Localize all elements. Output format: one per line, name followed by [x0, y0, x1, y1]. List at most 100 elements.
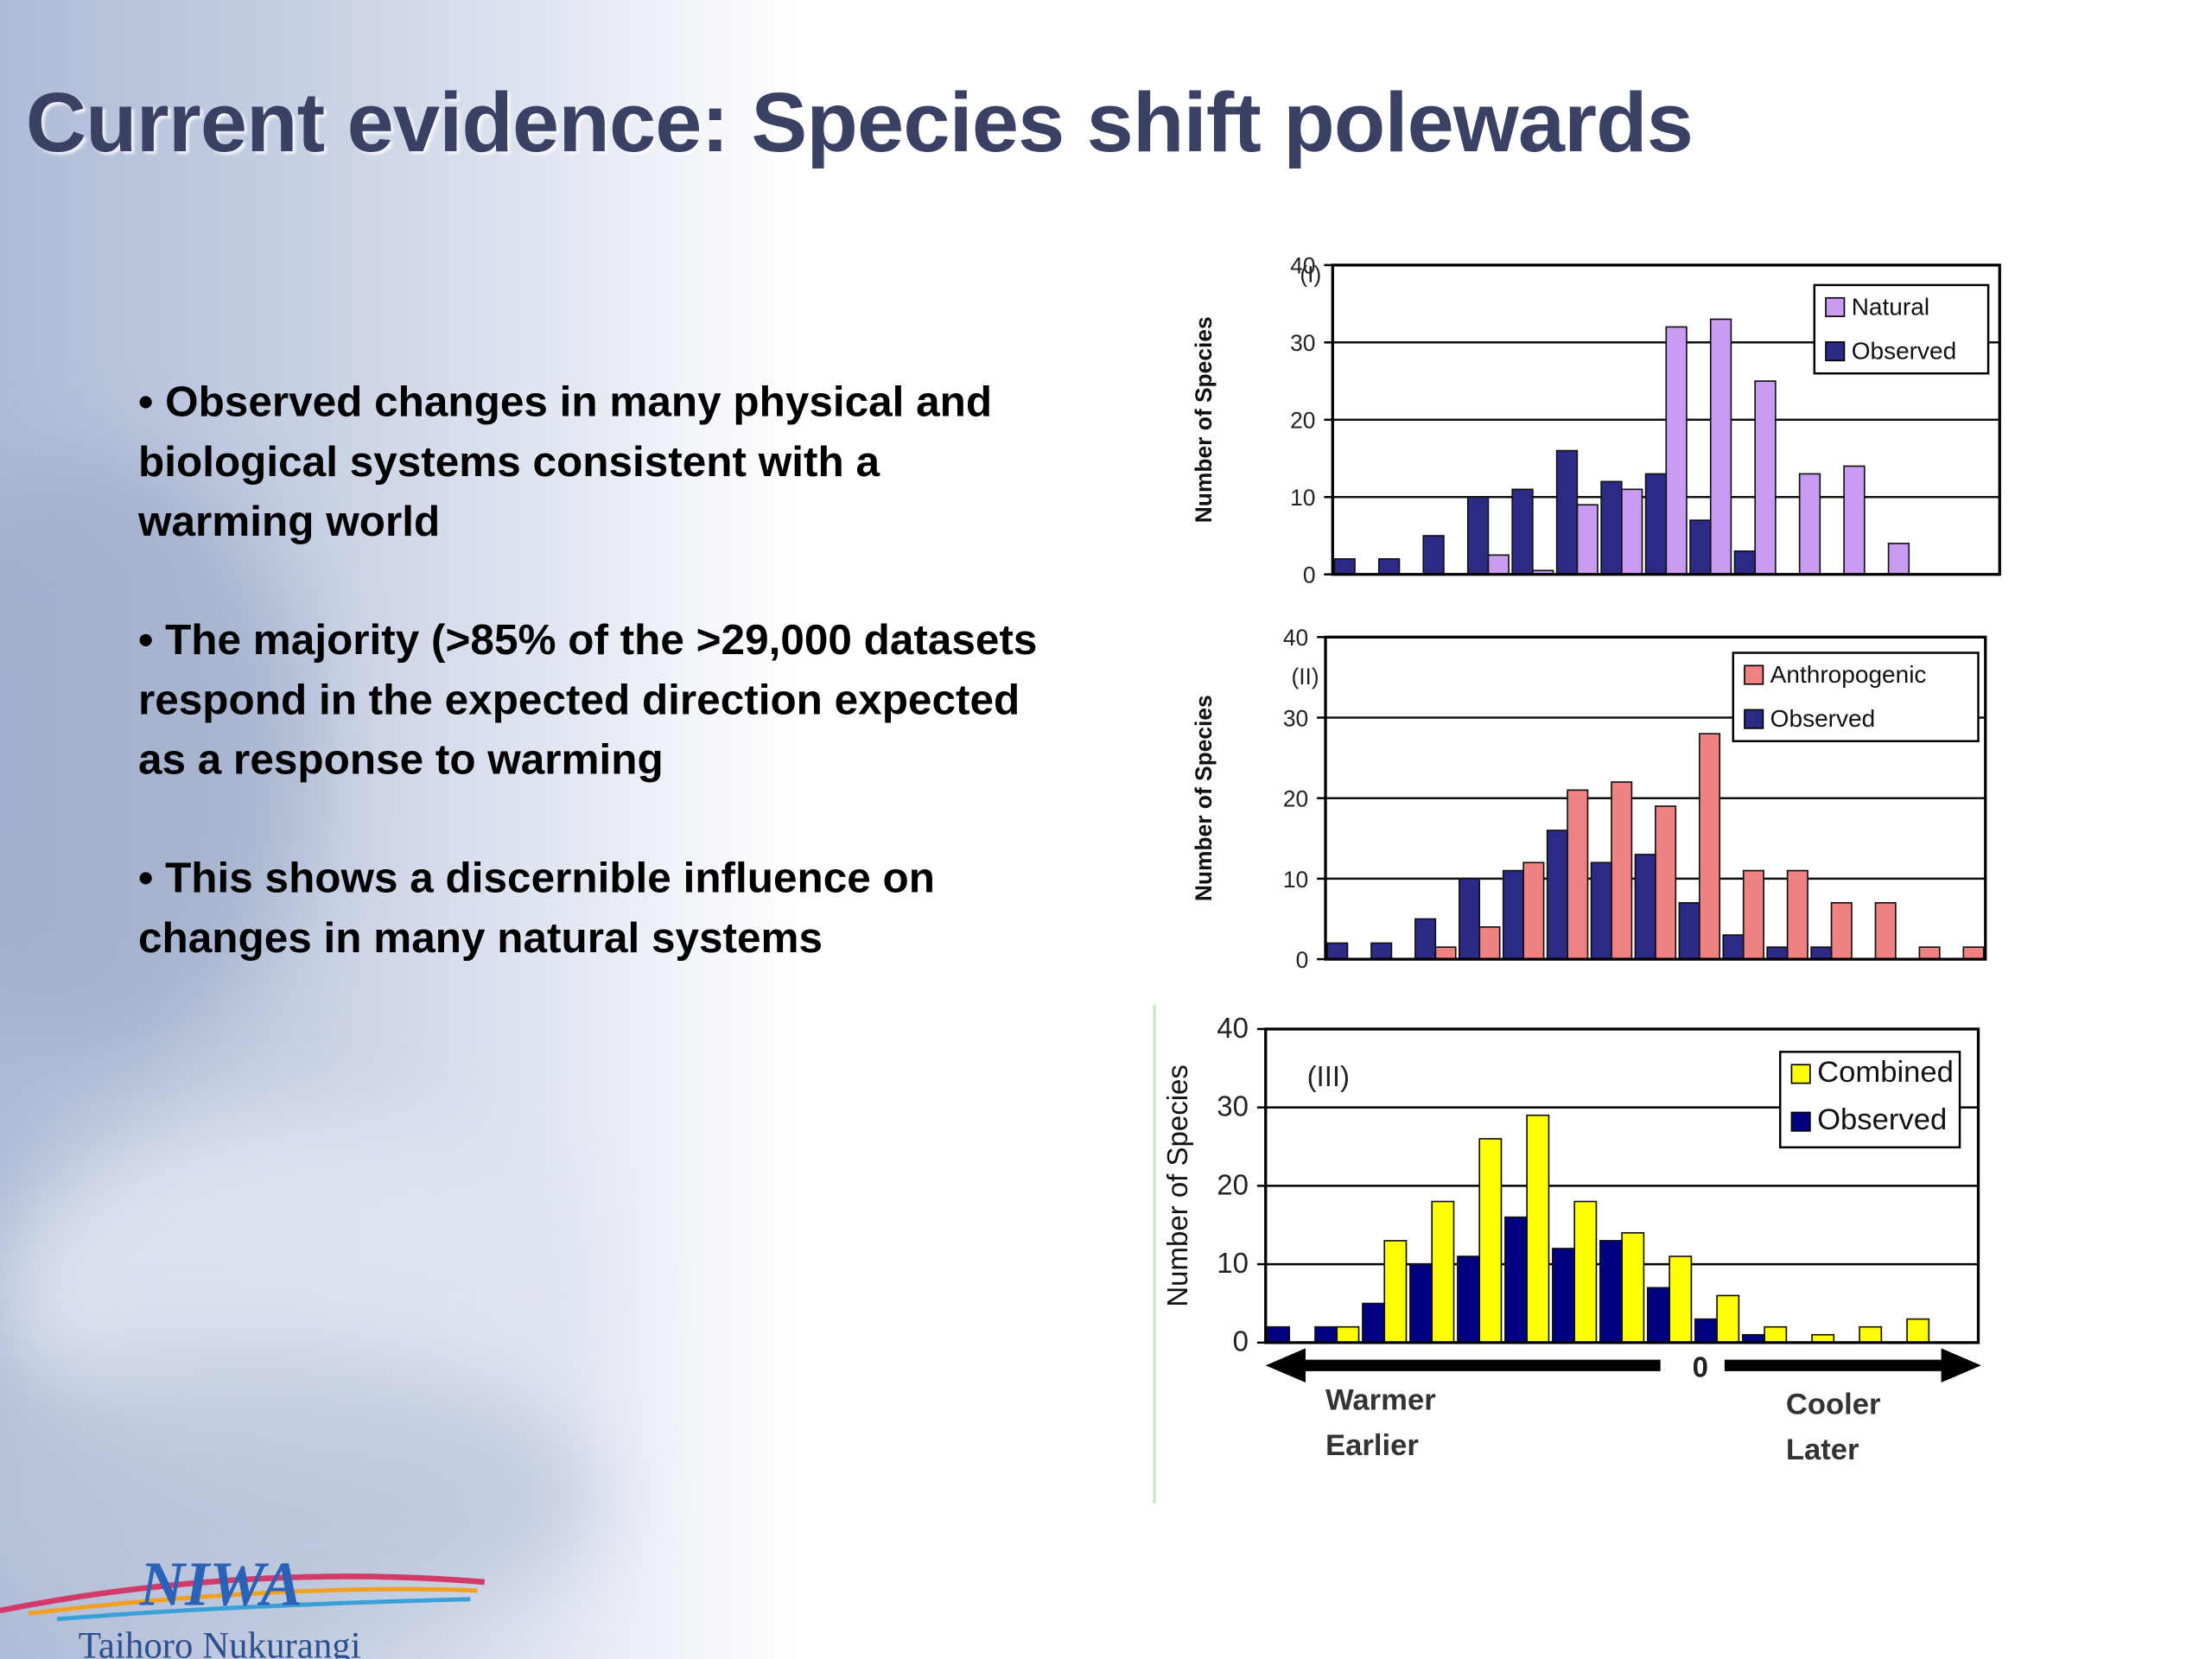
bar: [1552, 1248, 1575, 1344]
bar: [1576, 504, 1599, 575]
y-tick-label: 0: [1233, 1325, 1249, 1357]
legend-swatch: [1744, 709, 1764, 729]
logo-subtitle: Taihoro Nukurangi: [78, 1624, 361, 1659]
bar: [1698, 733, 1721, 960]
logo-swoosh: [0, 1573, 486, 1614]
panel-label: (II): [1291, 664, 1319, 690]
bullet-list: • Observed changes in many physical and …: [138, 373, 1051, 1027]
bar: [1709, 318, 1732, 575]
y-tick-label: 20: [1290, 408, 1315, 434]
legend-swatch: [1790, 1064, 1811, 1084]
y-tick-label: 30: [1217, 1090, 1249, 1122]
legend-label: Observed: [1770, 705, 1876, 732]
y-tick-label: 40: [1217, 1012, 1249, 1044]
bar: [1887, 543, 1910, 575]
y-tick-label: 10: [1217, 1247, 1249, 1279]
legend-swatch: [1825, 296, 1846, 318]
bar: [1522, 861, 1545, 960]
panel-label: (I): [1300, 262, 1321, 288]
direction-label: Later: [1786, 1433, 1859, 1466]
bar: [1573, 1200, 1598, 1344]
bar: [1874, 902, 1897, 960]
bar: [1644, 473, 1668, 575]
bar: [1669, 1255, 1693, 1344]
bar: [1326, 942, 1349, 960]
logo-swoosh: [28, 1586, 478, 1616]
bar: [1434, 946, 1457, 960]
bar: [1431, 1200, 1455, 1344]
legend-swatch: [1825, 341, 1846, 362]
bullet: • This shows a discernible influence on …: [138, 855, 936, 963]
bar: [1511, 488, 1534, 575]
bar: [1621, 1231, 1645, 1344]
bar: [1611, 781, 1633, 960]
bar: [1764, 1325, 1788, 1344]
bar: [1646, 1287, 1670, 1344]
bar: [1466, 496, 1490, 575]
panel-label: (III): [1307, 1060, 1350, 1092]
bar: [1502, 869, 1524, 960]
y-tick-label: 0: [1296, 947, 1309, 973]
bar: [1457, 1255, 1481, 1344]
bullet: • Observed changes in many physical and …: [138, 378, 993, 546]
bar: [1810, 946, 1833, 960]
legend-swatch: [1744, 664, 1764, 685]
bar: [1409, 1263, 1433, 1344]
bar: [1665, 326, 1688, 575]
y-tick-label: 20: [1283, 786, 1308, 812]
plot-frame: [1331, 264, 2001, 576]
bar: [1370, 942, 1393, 960]
bar: [1383, 1240, 1408, 1344]
bar: [1422, 535, 1445, 575]
bar: [1786, 869, 1808, 960]
bar: [1689, 519, 1712, 575]
bar: [1599, 1240, 1623, 1344]
bar: [1716, 1294, 1740, 1344]
bar: [1526, 1114, 1550, 1344]
bar: [1267, 1325, 1291, 1344]
y-tick-label: 0: [1303, 563, 1316, 588]
plot-frame: [1264, 1027, 1980, 1344]
y-tick-label: 10: [1283, 867, 1308, 893]
legend-label: Natural: [1852, 294, 1929, 321]
bar: [1733, 550, 1757, 575]
bar: [1694, 1318, 1718, 1344]
zero-label: 0: [1693, 1351, 1708, 1382]
bar: [1962, 946, 1985, 960]
y-axis-label: Number of Species: [1191, 695, 1217, 901]
bar: [1843, 465, 1866, 575]
slide-title: Current evidence: Species shift poleward…: [25, 75, 1694, 170]
bar: [1634, 854, 1656, 960]
y-tick-label: 40: [1283, 625, 1308, 651]
direction-label: Warmer: [1325, 1383, 1436, 1416]
legend-label: Anthropogenic: [1770, 661, 1927, 688]
bar: [1362, 1302, 1386, 1344]
bar: [1590, 861, 1612, 960]
bar: [1754, 380, 1777, 575]
y-tick-label: 30: [1290, 330, 1315, 356]
bar: [1478, 1138, 1503, 1344]
direction-label: Cooler: [1786, 1388, 1881, 1421]
bar: [1314, 1325, 1338, 1344]
bar: [1555, 449, 1579, 575]
bar: [1620, 488, 1643, 575]
y-tick-label: 10: [1290, 485, 1315, 511]
bar: [1546, 830, 1568, 960]
bar: [1504, 1216, 1528, 1344]
bar: [1487, 554, 1510, 575]
bar: [1766, 946, 1789, 960]
bar: [1742, 869, 1764, 960]
bar: [1830, 902, 1853, 960]
y-axis-label: Number of Species: [1191, 316, 1217, 523]
plot-frame: [1324, 635, 1987, 961]
bar: [1918, 946, 1941, 960]
bar: [1798, 473, 1821, 575]
bar: [1478, 926, 1501, 960]
axis-arrow: [1724, 1348, 1981, 1383]
y-tick-label: 40: [1290, 253, 1315, 279]
bar: [1377, 558, 1401, 575]
y-tick-label: 30: [1283, 705, 1308, 731]
legend-label: Observed: [1852, 338, 1957, 365]
